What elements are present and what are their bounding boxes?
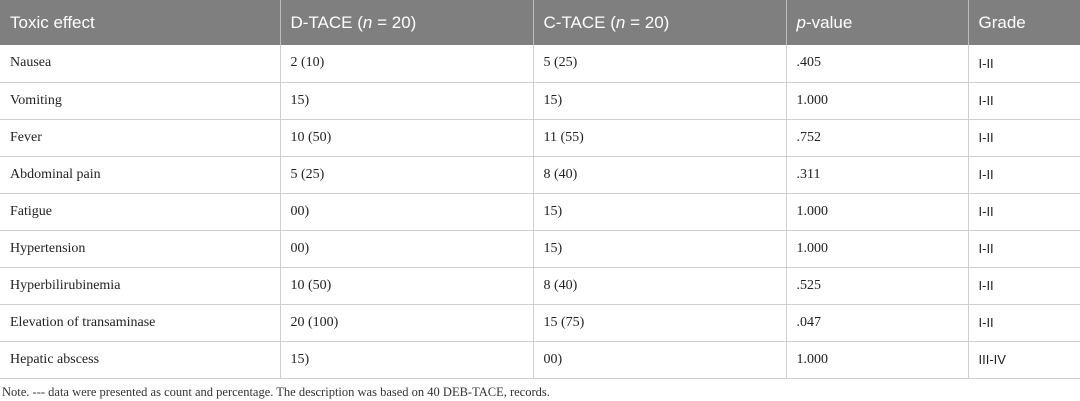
cell-d-tace: 20 (100) xyxy=(280,304,534,342)
table-header: Toxic effect D-TACE (n = 20) C-TACE (n =… xyxy=(0,0,1080,45)
cell-toxic-effect: Vomiting xyxy=(0,82,281,120)
cell-toxic-effect: Abdominal pain xyxy=(0,156,281,194)
cell-p-value: 1.000 xyxy=(786,193,969,231)
cell-grade: I-II xyxy=(968,156,1080,194)
header-row: Toxic effect D-TACE (n = 20) C-TACE (n =… xyxy=(0,0,1080,45)
toxicity-table: Toxic effect D-TACE (n = 20) C-TACE (n =… xyxy=(0,0,1080,379)
table-row: Vomiting 15) 15) 1.000 I-II xyxy=(0,82,1080,120)
cell-p-value: .047 xyxy=(786,304,969,342)
cell-p-value: .311 xyxy=(786,156,969,194)
header-d-tace: D-TACE (n = 20) xyxy=(280,0,534,45)
table-row: Nausea 2 (10) 5 (25) .405 I-II xyxy=(0,45,1080,83)
cell-toxic-effect: Hepatic abscess xyxy=(0,341,281,379)
cell-p-value: .525 xyxy=(786,267,969,305)
table-row: Hepatic abscess 15) 00) 1.000 III-IV xyxy=(0,341,1080,379)
cell-c-tace: 5 (25) xyxy=(533,45,787,83)
cell-toxic-effect: Nausea xyxy=(0,45,281,83)
table-body: Nausea 2 (10) 5 (25) .405 I-II Vomiting 15) 15)… xyxy=(0,45,1080,379)
cell-grade: I-II xyxy=(968,230,1080,268)
cell-c-tace: 15) xyxy=(533,82,787,120)
cell-c-tace: 11 (55) xyxy=(533,119,787,157)
cell-d-tace: 00) xyxy=(280,230,534,268)
cell-d-tace: 5 (25) xyxy=(280,156,534,194)
cell-c-tace: 15) xyxy=(533,193,787,231)
cell-p-value: 1.000 xyxy=(786,82,969,120)
cell-c-tace: 8 (40) xyxy=(533,156,787,194)
cell-d-tace: 10 (50) xyxy=(280,119,534,157)
cell-toxic-effect: Fever xyxy=(0,119,281,157)
cell-p-value: .752 xyxy=(786,119,969,157)
header-c-tace: C-TACE (n = 20) xyxy=(533,0,787,45)
cell-p-value: .405 xyxy=(786,45,969,83)
cell-c-tace: 15) xyxy=(533,230,787,268)
table-note: Note. --- data were presented as count a… xyxy=(2,385,550,399)
table-row: Abdominal pain 5 (25) 8 (40) .311 I-II xyxy=(0,156,1080,194)
cell-grade: I-II xyxy=(968,119,1080,157)
cell-toxic-effect: Hypertension xyxy=(0,230,281,268)
cell-grade: I-II xyxy=(968,304,1080,342)
header-p-value: p-value xyxy=(786,0,969,45)
table-row: Fatigue 00) 15) 1.000 I-II xyxy=(0,193,1080,231)
cell-p-value: 1.000 xyxy=(786,341,969,379)
toxicity-table-container: Toxic effect D-TACE (n = 20) C-TACE (n =… xyxy=(0,0,1080,379)
cell-grade: I-II xyxy=(968,267,1080,305)
cell-grade: I-II xyxy=(968,45,1080,83)
cell-toxic-effect: Hyperbilirubinemia xyxy=(0,267,281,305)
table-row: Elevation of transaminase 20 (100) 15 (75)… xyxy=(0,304,1080,342)
cell-d-tace: 15) xyxy=(280,82,534,120)
cell-c-tace: 15 (75) xyxy=(533,304,787,342)
cell-grade: III-IV xyxy=(968,341,1080,379)
table-row: Hyperbilirubinemia 10 (50) 8 (40) .525 I-II xyxy=(0,267,1080,305)
cell-d-tace: 15) xyxy=(280,341,534,379)
cell-d-tace: 2 (10) xyxy=(280,45,534,83)
cell-toxic-effect: Fatigue xyxy=(0,193,281,231)
cell-c-tace: 00) xyxy=(533,341,787,379)
cell-toxic-effect: Elevation of transaminase xyxy=(0,304,281,342)
table-row: Hypertension 00) 15) 1.000 I-II xyxy=(0,230,1080,268)
cell-grade: I-II xyxy=(968,82,1080,120)
table-row: Fever 10 (50) 11 (55) .752 I-II xyxy=(0,119,1080,157)
header-grade: Grade xyxy=(968,0,1080,45)
cell-grade: I-II xyxy=(968,193,1080,231)
cell-c-tace: 8 (40) xyxy=(533,267,787,305)
cell-p-value: 1.000 xyxy=(786,230,969,268)
header-toxic-effect: Toxic effect xyxy=(0,0,281,45)
cell-d-tace: 00) xyxy=(280,193,534,231)
cell-d-tace: 10 (50) xyxy=(280,267,534,305)
